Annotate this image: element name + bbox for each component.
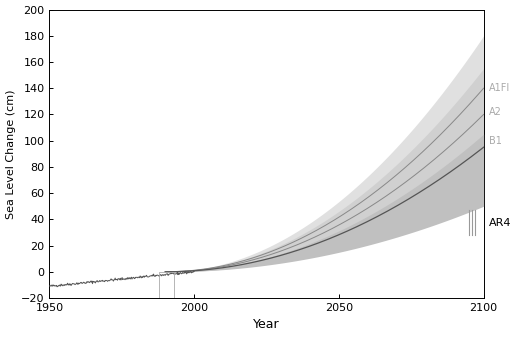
- Text: AR4: AR4: [490, 218, 512, 228]
- Y-axis label: Sea Level Change (cm): Sea Level Change (cm): [6, 89, 16, 218]
- Text: A1FI: A1FI: [490, 83, 511, 93]
- Text: B1: B1: [490, 136, 503, 146]
- X-axis label: Year: Year: [253, 318, 280, 332]
- Text: A2: A2: [490, 107, 503, 117]
